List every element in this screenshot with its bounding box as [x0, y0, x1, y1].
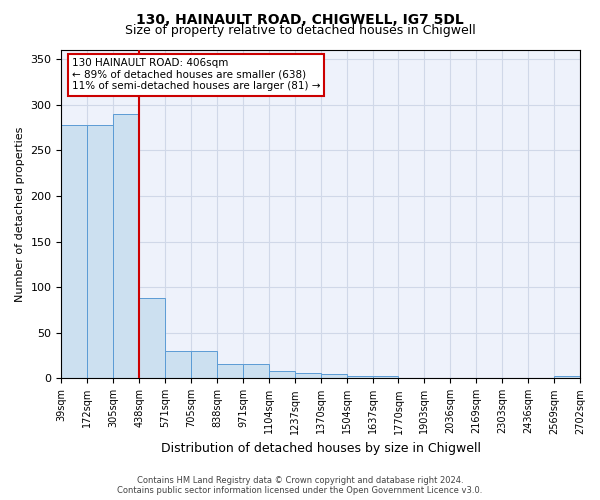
Bar — [113, 114, 139, 378]
Y-axis label: Number of detached properties: Number of detached properties — [15, 126, 25, 302]
Text: Size of property relative to detached houses in Chigwell: Size of property relative to detached ho… — [125, 24, 475, 37]
Text: 130, HAINAULT ROAD, CHIGWELL, IG7 5DL: 130, HAINAULT ROAD, CHIGWELL, IG7 5DL — [136, 12, 464, 26]
Bar — [61, 125, 88, 378]
Bar — [191, 351, 217, 378]
Bar — [243, 364, 269, 378]
Bar — [295, 373, 321, 378]
Bar — [347, 376, 373, 378]
Text: 130 HAINAULT ROAD: 406sqm
← 89% of detached houses are smaller (638)
11% of semi: 130 HAINAULT ROAD: 406sqm ← 89% of detac… — [72, 58, 320, 92]
Bar — [554, 376, 580, 378]
Bar — [88, 125, 113, 378]
Bar — [165, 351, 191, 378]
Bar — [321, 374, 347, 378]
Bar — [217, 364, 243, 378]
Bar — [139, 298, 165, 378]
X-axis label: Distribution of detached houses by size in Chigwell: Distribution of detached houses by size … — [161, 442, 481, 455]
Bar — [373, 376, 398, 378]
Text: Contains HM Land Registry data © Crown copyright and database right 2024.
Contai: Contains HM Land Registry data © Crown c… — [118, 476, 482, 495]
Bar — [269, 371, 295, 378]
